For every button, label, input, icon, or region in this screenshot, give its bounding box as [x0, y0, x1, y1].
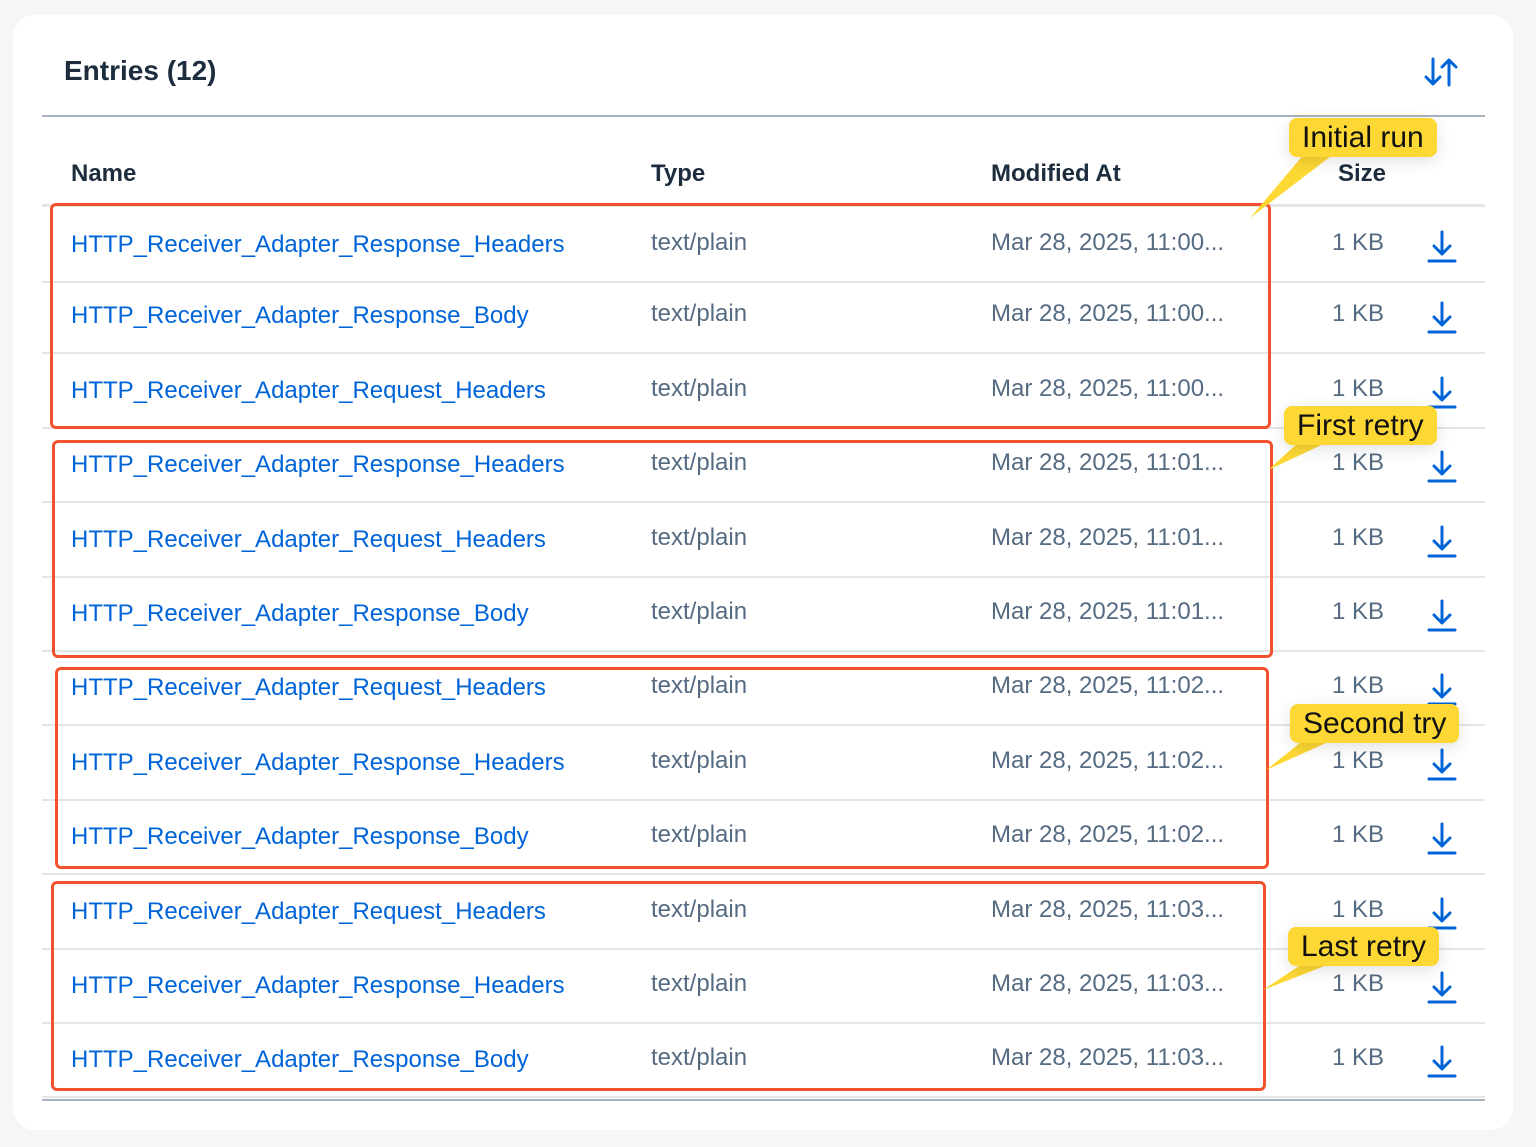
entry-name-link[interactable]: HTTP_Receiver_Adapter_Response_Body	[71, 823, 529, 851]
table-row[interactable]: HTTP_Receiver_Adapter_Response_Headers te…	[42, 427, 1485, 504]
table-row[interactable]: HTTP_Receiver_Adapter_Response_Body text/…	[42, 799, 1485, 876]
entry-size: 1 KB	[1332, 1044, 1385, 1072]
sort-button[interactable]	[1424, 56, 1458, 88]
entry-type: text/plain	[651, 821, 748, 849]
entry-size: 1 KB	[1332, 523, 1385, 551]
entry-size: 1 KB	[1332, 374, 1385, 402]
entry-name-link[interactable]: HTTP_Receiver_Adapter_Response_Headers	[71, 972, 565, 999]
entry-name-link[interactable]: HTTP_Receiver_Adapter_Request_Headers	[71, 525, 546, 553]
download-button[interactable]	[1426, 747, 1458, 781]
download-button[interactable]	[1426, 1044, 1458, 1078]
entry-size: 1 KB	[1332, 449, 1385, 477]
entry-name-link[interactable]: HTTP_Receiver_Adapter_Response_Body	[71, 1046, 529, 1074]
entry-size: 1 KB	[1332, 229, 1385, 256]
entry-modified-at: Mar 28, 2025, 11:02...	[991, 672, 1225, 700]
table-row[interactable]: HTTP_Receiver_Adapter_Response_Body text/…	[42, 576, 1485, 652]
entry-type: text/plain	[651, 598, 748, 625]
entry-modified-at: Mar 28, 2025, 11:01...	[991, 598, 1225, 625]
entry-type: text/plain	[651, 970, 748, 997]
highlight-box-second-try	[55, 667, 1269, 869]
entry-modified-at: Mar 28, 2025, 11:00...	[991, 300, 1225, 328]
download-button[interactable]	[1426, 970, 1458, 1004]
entry-name-link[interactable]: HTTP_Receiver_Adapter_Response_Headers	[71, 231, 565, 258]
entry-type: text/plain	[651, 449, 748, 477]
download-icon	[1427, 1045, 1457, 1078]
download-icon	[1427, 971, 1457, 1004]
table-row[interactable]: HTTP_Receiver_Adapter_Request_Headers tex…	[42, 502, 1485, 578]
column-header-modified[interactable]: Modified At	[991, 160, 1121, 187]
table-row[interactable]: HTTP_Receiver_Adapter_Response_Headers te…	[42, 204, 1485, 283]
entry-size: 1 KB	[1332, 746, 1385, 774]
sort-icon	[1424, 57, 1458, 87]
column-header-name[interactable]: Name	[71, 160, 137, 187]
callout-tail-last-retry	[1263, 962, 1335, 990]
entry-type: text/plain	[651, 374, 748, 402]
download-button[interactable]	[1426, 524, 1458, 558]
highlight-box-last-retry	[51, 881, 1266, 1091]
entry-name-link[interactable]: HTTP_Receiver_Adapter_Response_Headers	[71, 748, 565, 776]
entry-type: text/plain	[651, 1044, 748, 1072]
column-header-type[interactable]: Type	[651, 160, 706, 187]
entry-name-link[interactable]: HTTP_Receiver_Adapter_Response_Body	[71, 600, 529, 627]
header-divider	[42, 115, 1485, 117]
download-icon	[1427, 230, 1457, 263]
download-button[interactable]	[1426, 449, 1458, 483]
download-icon	[1427, 301, 1457, 334]
entry-modified-at: Mar 28, 2025, 11:02...	[991, 746, 1225, 774]
entry-size: 1 KB	[1332, 672, 1385, 700]
highlight-box-initial-run	[50, 203, 1271, 429]
callout-initial-run: Initial run	[1289, 118, 1437, 157]
download-icon	[1427, 525, 1457, 558]
entry-modified-at: Mar 28, 2025, 11:03...	[991, 970, 1225, 997]
entry-modified-at: Mar 28, 2025, 11:03...	[991, 1044, 1225, 1072]
table-row[interactable]: HTTP_Receiver_Adapter_Request_Headers tex…	[42, 650, 1485, 727]
callout-tail-initial-run	[1250, 153, 1335, 218]
entry-modified-at: Mar 28, 2025, 11:01...	[991, 523, 1225, 551]
entry-type: text/plain	[651, 300, 748, 328]
entry-name-link[interactable]: HTTP_Receiver_Adapter_Request_Headers	[71, 376, 546, 404]
table-row[interactable]: HTTP_Receiver_Adapter_Response_Headers te…	[42, 725, 1485, 801]
entry-name-link[interactable]: HTTP_Receiver_Adapter_Request_Headers	[71, 897, 546, 925]
entry-type: text/plain	[651, 523, 748, 551]
callout-tail-first-retry	[1268, 441, 1330, 470]
entry-size: 1 KB	[1332, 598, 1385, 625]
column-header-size[interactable]: Size	[1338, 160, 1387, 187]
table-row[interactable]: HTTP_Receiver_Adapter_Response_Body text/…	[42, 278, 1485, 355]
entry-type: text/plain	[651, 895, 748, 923]
entry-size: 1 KB	[1332, 895, 1385, 923]
download-button[interactable]	[1426, 821, 1458, 855]
download-button[interactable]	[1426, 598, 1458, 632]
highlight-box-first-retry	[52, 440, 1273, 658]
callout-tail-second-try	[1266, 739, 1335, 770]
entry-size: 1 KB	[1332, 300, 1385, 328]
download-icon	[1427, 450, 1457, 483]
download-icon	[1427, 822, 1457, 855]
download-button[interactable]	[1426, 300, 1458, 334]
table-row[interactable]: HTTP_Receiver_Adapter_Response_Headers te…	[42, 948, 1485, 1024]
download-icon	[1427, 748, 1457, 781]
entry-modified-at: Mar 28, 2025, 11:00...	[991, 229, 1225, 256]
table-row[interactable]: HTTP_Receiver_Adapter_Response_Body text/…	[42, 1022, 1485, 1099]
entry-name-link[interactable]: HTTP_Receiver_Adapter_Response_Body	[71, 302, 529, 330]
entry-type: text/plain	[651, 229, 748, 256]
entry-type: text/plain	[651, 746, 748, 774]
download-icon	[1427, 599, 1457, 632]
page-title: Entries (12)	[64, 55, 217, 86]
entry-modified-at: Mar 28, 2025, 11:00...	[991, 374, 1225, 402]
callout-first-retry: First retry	[1284, 406, 1437, 445]
entry-size: 1 KB	[1332, 821, 1385, 849]
entry-modified-at: Mar 28, 2025, 11:02...	[991, 821, 1225, 849]
entry-modified-at: Mar 28, 2025, 11:03...	[991, 895, 1225, 923]
callout-second-try: Second try	[1290, 704, 1460, 743]
download-button[interactable]	[1426, 229, 1458, 263]
entry-name-link[interactable]: HTTP_Receiver_Adapter_Request_Headers	[71, 674, 546, 702]
entry-size: 1 KB	[1332, 970, 1385, 997]
callout-last-retry: Last retry	[1288, 927, 1440, 966]
table-bottom-divider	[42, 1099, 1485, 1101]
entry-type: text/plain	[651, 672, 748, 700]
entry-name-link[interactable]: HTTP_Receiver_Adapter_Response_Headers	[71, 451, 565, 479]
entry-modified-at: Mar 28, 2025, 11:01...	[991, 449, 1225, 477]
table-row[interactable]: HTTP_Receiver_Adapter_Request_Headers tex…	[42, 874, 1485, 950]
